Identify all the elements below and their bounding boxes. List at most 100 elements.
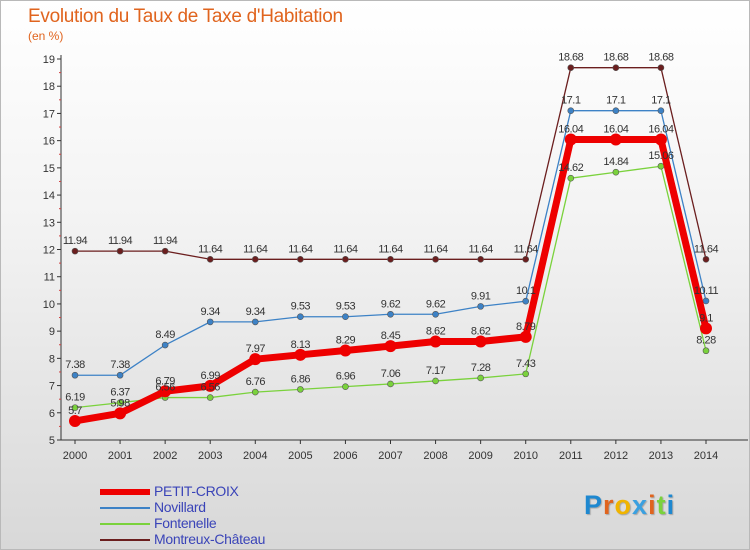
data-point bbox=[206, 318, 214, 326]
legend-swatch bbox=[100, 523, 150, 525]
data-point bbox=[297, 313, 304, 321]
data-label: 11.94 bbox=[63, 235, 88, 247]
data-point bbox=[161, 247, 169, 255]
logo-letter: t bbox=[656, 490, 667, 520]
data-label: 11.64 bbox=[288, 243, 313, 255]
data-point bbox=[204, 379, 217, 392]
y-tick-label: 19 bbox=[43, 54, 55, 66]
data-point bbox=[161, 341, 169, 349]
data-label: 6.76 bbox=[246, 376, 266, 388]
data-label: 11.64 bbox=[333, 243, 358, 255]
data-label: 14.62 bbox=[558, 162, 583, 174]
data-label: 11.64 bbox=[198, 243, 223, 255]
data-label: 17.1 bbox=[561, 95, 581, 107]
data-point bbox=[567, 174, 575, 182]
data-point bbox=[522, 297, 530, 305]
data-label: 7.38 bbox=[110, 359, 130, 371]
data-label: 16.04 bbox=[648, 124, 673, 136]
data-label: 9.53 bbox=[336, 301, 356, 313]
y-tick-label: 8 bbox=[49, 353, 55, 365]
data-label: 7.43 bbox=[516, 358, 536, 370]
data-point bbox=[432, 377, 439, 385]
data-point bbox=[657, 162, 665, 170]
data-point bbox=[702, 347, 710, 355]
data-label: 6.56 bbox=[155, 382, 175, 394]
x-tick-label: 2003 bbox=[198, 450, 222, 462]
data-point bbox=[116, 399, 124, 407]
data-point bbox=[342, 255, 349, 263]
legend-label: Novillard bbox=[154, 499, 206, 515]
data-point bbox=[702, 255, 710, 263]
x-tick-label: 2010 bbox=[513, 450, 537, 462]
data-point bbox=[297, 386, 304, 393]
data-point bbox=[294, 348, 307, 361]
data-point bbox=[657, 107, 665, 115]
data-point bbox=[342, 383, 349, 390]
data-label: 6.99 bbox=[201, 370, 221, 382]
data-point bbox=[432, 310, 439, 318]
data-label: 10.1 bbox=[516, 285, 536, 297]
legend-swatch bbox=[100, 507, 150, 509]
data-label: 8.62 bbox=[426, 325, 446, 337]
proxiti-logo: Proxiti bbox=[584, 490, 675, 521]
data-point bbox=[116, 247, 124, 255]
data-point bbox=[69, 414, 81, 427]
y-tick-label: 11 bbox=[44, 272, 55, 284]
data-label: 9.34 bbox=[246, 306, 266, 318]
data-point bbox=[522, 255, 530, 263]
data-label: 17.1 bbox=[606, 95, 626, 107]
data-label: 10.11 bbox=[694, 285, 719, 297]
y-tick-label: 6 bbox=[49, 408, 55, 420]
data-point bbox=[249, 353, 262, 366]
x-tick-label: 2007 bbox=[378, 450, 402, 462]
data-label: 18.68 bbox=[648, 52, 673, 64]
x-tick-label: 2013 bbox=[649, 450, 673, 462]
data-label: 14.84 bbox=[603, 156, 628, 168]
data-label: 11.64 bbox=[469, 243, 494, 255]
data-label: 7.17 bbox=[426, 365, 446, 377]
data-label: 5.98 bbox=[110, 397, 130, 409]
data-point bbox=[387, 310, 394, 318]
data-point bbox=[567, 64, 575, 72]
data-point bbox=[567, 107, 575, 115]
data-label: 6.19 bbox=[65, 392, 85, 404]
data-point bbox=[657, 64, 665, 72]
data-label: 7.28 bbox=[471, 362, 491, 374]
data-label: 11.94 bbox=[108, 235, 133, 247]
y-tick-label: 9 bbox=[49, 326, 55, 338]
logo-letter: i bbox=[648, 490, 657, 520]
data-point bbox=[702, 297, 710, 305]
data-point bbox=[477, 255, 484, 263]
data-point bbox=[612, 64, 620, 72]
data-point bbox=[114, 407, 127, 420]
data-point bbox=[342, 313, 349, 321]
data-label: 8.45 bbox=[381, 330, 401, 342]
data-point bbox=[474, 335, 487, 348]
data-point bbox=[477, 374, 484, 382]
data-label: 6.86 bbox=[291, 373, 311, 385]
data-label: 7.38 bbox=[65, 359, 85, 371]
data-label: 9.53 bbox=[291, 301, 311, 313]
data-label: 6.79 bbox=[155, 375, 175, 387]
y-tick-label: 10 bbox=[43, 299, 55, 311]
y-tick-label: 7 bbox=[49, 381, 55, 393]
data-point bbox=[522, 370, 530, 378]
data-point bbox=[387, 255, 394, 263]
data-point bbox=[429, 335, 442, 348]
x-tick-label: 2011 bbox=[559, 450, 583, 462]
data-point bbox=[564, 133, 577, 146]
x-tick-label: 2000 bbox=[63, 450, 87, 462]
data-label: 6.37 bbox=[110, 387, 130, 399]
data-label: 11.64 bbox=[514, 243, 539, 255]
x-tick-label: 2001 bbox=[108, 450, 132, 462]
y-tick-label: 18 bbox=[43, 81, 55, 93]
data-label: 15.06 bbox=[648, 150, 673, 162]
data-label: 9.91 bbox=[471, 290, 491, 302]
y-tick-label: 17 bbox=[43, 108, 55, 120]
data-point bbox=[612, 168, 620, 176]
data-label: 11.64 bbox=[243, 243, 268, 255]
x-tick-label: 2012 bbox=[604, 450, 628, 462]
data-point bbox=[71, 404, 79, 411]
data-point bbox=[477, 303, 484, 310]
data-label: 16.04 bbox=[558, 124, 583, 136]
